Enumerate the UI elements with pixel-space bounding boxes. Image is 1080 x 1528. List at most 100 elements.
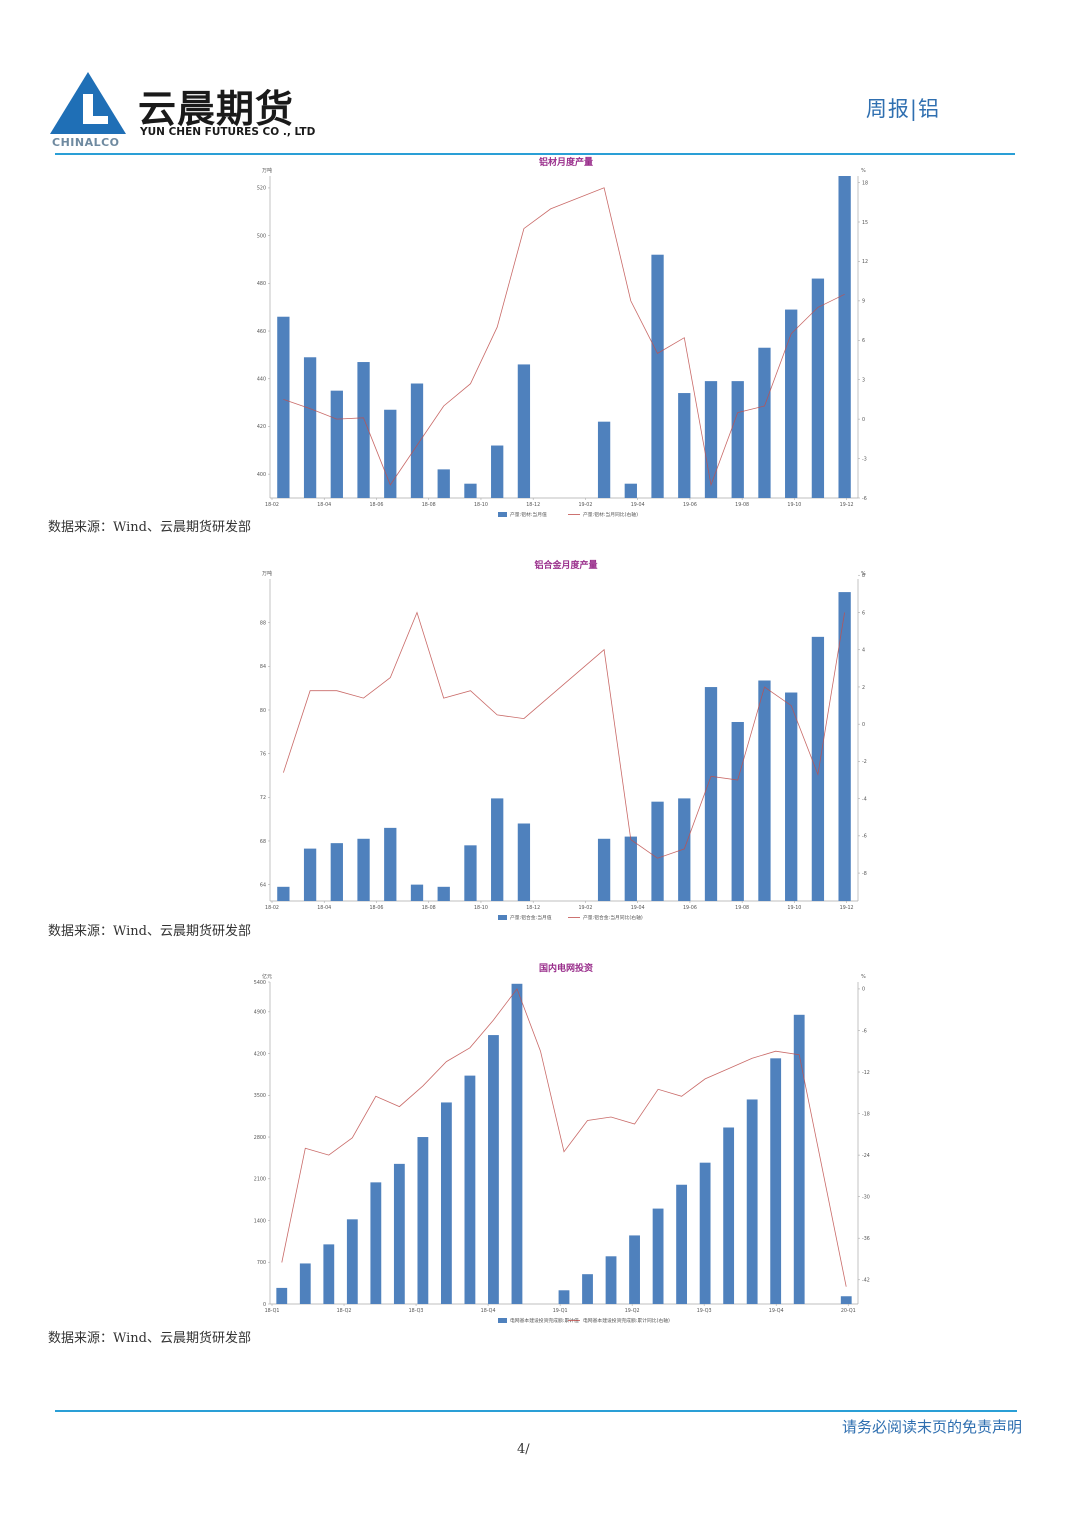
chart-source-1: 数据来源：Wind、云晨期货研发部: [48, 520, 251, 535]
bar: [597, 838, 611, 901]
y-tick-label: 84: [260, 664, 266, 670]
y-tick-label: 460: [257, 329, 266, 335]
bar: [277, 886, 290, 901]
y2-tick-label: -18: [862, 1111, 870, 1117]
y2-tick-label: -2: [862, 759, 867, 765]
bar: [330, 390, 343, 498]
bar: [370, 1182, 382, 1304]
y2-tick-label: 6: [862, 338, 865, 344]
bar: [517, 364, 531, 498]
y-tick-label: 2100: [254, 1177, 266, 1183]
y-tick-label: 420: [257, 424, 266, 430]
bar: [558, 1290, 570, 1304]
bar: [303, 357, 317, 498]
y2-tick-label: -3: [862, 456, 867, 462]
y2-tick-label: -6: [862, 1028, 867, 1034]
x-tick-label: 18-08: [422, 502, 436, 508]
x-tick-label: 19-04: [631, 502, 645, 508]
bar: [624, 483, 637, 498]
x-tick-label: 18-Q3: [409, 1308, 424, 1314]
bar: [629, 1235, 640, 1304]
brand-name: CHINALCO: [52, 136, 120, 149]
x-tick-label: 18-Q1: [265, 1308, 280, 1314]
y-tick-label: 1400: [254, 1218, 266, 1224]
bar: [723, 1127, 735, 1304]
y2-tick-label: 2: [862, 685, 865, 691]
x-tick-label: 19-04: [631, 905, 645, 911]
legend-bar-label: 产量:铝材:当月值: [510, 511, 547, 518]
bar: [838, 592, 851, 901]
x-tick-label: 18-12: [526, 905, 540, 911]
y2-tick-label: -30: [862, 1194, 870, 1200]
bar: [410, 383, 424, 498]
bar: [651, 801, 664, 901]
y2-tick-label: -12: [862, 1070, 870, 1076]
x-tick-label: 19-08: [735, 905, 749, 911]
series-line: [283, 187, 845, 487]
page-header: 云晨期货 YUN CHEN FUTURES CO ., LTD CHINALCO…: [0, 0, 1080, 160]
bar: [417, 1137, 429, 1304]
bar: [652, 1208, 664, 1304]
bar: [488, 1035, 499, 1304]
x-tick-label: 19-Q3: [697, 1308, 712, 1314]
y2-tick-label: -24: [862, 1153, 870, 1159]
bar: [770, 1058, 782, 1304]
y2-tick-label: 18: [862, 180, 868, 186]
chart-title: 铝合金月度产量: [534, 559, 597, 571]
y2-tick-label: 4: [862, 648, 865, 654]
x-tick-label: 18-02: [265, 502, 279, 508]
y2-tick-label: -6: [862, 834, 867, 840]
x-tick-label: 18-12: [526, 502, 540, 508]
y-tick-label: 2800: [254, 1135, 266, 1141]
bar: [511, 983, 523, 1304]
y-tick-label: 88: [260, 620, 266, 626]
legend-bar-swatch: [498, 512, 507, 517]
chart-source-3: 数据来源：Wind、云晨期货研发部: [48, 1331, 251, 1346]
y-tick-label: 68: [260, 839, 266, 845]
company-name-cn: 云晨期货: [138, 87, 295, 131]
bar: [605, 1256, 617, 1304]
bar: [840, 1296, 852, 1304]
bar: [437, 469, 450, 498]
y2-tick-label: -8: [862, 871, 867, 877]
bar: [758, 680, 771, 901]
y2-tick-label: -42: [862, 1278, 870, 1284]
bar: [517, 823, 531, 901]
bar: [811, 278, 825, 498]
disclaimer-link[interactable]: 请务必阅读末页的免责声明: [841, 1418, 1022, 1436]
bar: [676, 1184, 688, 1304]
bar: [491, 445, 504, 498]
series-line: [283, 611, 845, 859]
y2-tick-label: 0: [862, 987, 865, 993]
chinalco-logo-icon: [50, 72, 126, 134]
company-name-en: YUN CHEN FUTURES CO ., LTD: [140, 126, 316, 138]
y-tick-label: 480: [257, 281, 266, 287]
y2-tick-label: -36: [862, 1236, 870, 1242]
bar: [746, 1099, 758, 1304]
page-number: 4/: [517, 1442, 530, 1457]
header-divider: [55, 153, 1015, 155]
y-tick-label: 4200: [254, 1051, 266, 1057]
y2-tick-label: 8: [862, 573, 865, 579]
chart-title: 铝材月度产量: [539, 156, 593, 168]
y2-axis-unit: %: [861, 168, 866, 174]
y-tick-label: 400: [257, 472, 266, 478]
bar: [704, 687, 718, 901]
bar: [785, 692, 798, 901]
bar: [357, 362, 370, 498]
bar: [678, 798, 691, 901]
bar: [464, 845, 477, 901]
bar: [384, 409, 397, 498]
footer-divider: [55, 1410, 1017, 1412]
bar: [785, 309, 798, 498]
y2-tick-label: -6: [862, 496, 867, 502]
y2-tick-label: 15: [862, 220, 868, 226]
bar: [758, 347, 771, 498]
bar: [624, 836, 637, 901]
bar: [303, 848, 317, 901]
legend-line-label: 电网基本建设投资完成额:累计同比(右轴): [583, 1317, 670, 1324]
y2-tick-label: 9: [862, 299, 865, 305]
x-tick-label: 18-06: [370, 502, 384, 508]
report-title: 周报|铝: [865, 97, 940, 121]
